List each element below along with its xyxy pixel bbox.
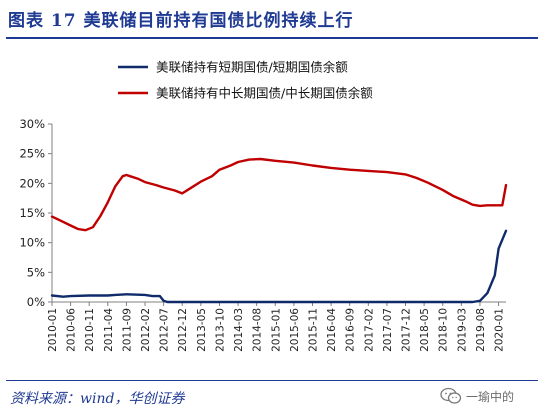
x-tick-label: 2018-10 [438,308,450,352]
x-tick-label: 2012-12 [177,308,189,352]
y-tick-label: 15% [19,206,45,220]
x-tick-label: 2012-02 [140,308,152,352]
figure-title: 图表 17 美联储目前持有国债比例持续上行 [8,11,354,31]
x-tick-label: 2019-08 [475,308,487,352]
x-tick-label: 2020-01 [494,308,506,352]
x-tick-label: 2011-04 [103,308,115,352]
y-tick-label: 20% [19,176,45,190]
x-tick-label: 2013-05 [196,308,208,352]
y-axis: 0% 5% 10% 15% 20% 25% 30% [19,117,53,309]
x-tick-label: 2011-09 [121,308,133,352]
x-tick-label: 2017-07 [382,308,394,352]
y-tick-label: 10% [19,236,45,250]
x-tick-label: 2010-11 [84,308,96,352]
y-tick-label: 5% [27,265,45,279]
x-tick-label: 2017-02 [363,308,375,352]
watermark: 一瑜中的 [440,386,514,406]
x-tick-label: 2010-01 [47,308,59,352]
watermark-text: 一瑜中的 [466,389,515,404]
x-tick-label: 2016-04 [326,308,338,352]
x-tick-label: 2018-05 [419,308,431,352]
series-layer [50,157,508,304]
x-tick-label: 2014-08 [252,308,264,352]
legend-label: 美联储持有短期国债/短期国债余额 [156,60,348,75]
x-tick-label: 2019-03 [456,308,468,352]
long-term-series-line [50,157,508,232]
x-tick-label: 2015-06 [289,308,301,352]
legend-label: 美联储持有中长期国债/中长期国债余额 [156,86,373,101]
x-tick-label: 2012-07 [159,308,171,352]
footer-rule [6,380,538,381]
wechat-icon [440,387,462,404]
source-note: 资料来源：wind，华创证券 [10,391,185,407]
x-tick-label: 2017-12 [401,308,413,352]
x-tick-label: 2015-01 [270,308,282,352]
y-tick-label: 30% [19,117,45,131]
x-axis: 2010-01 2010-06 2010-11 2011-04 2011-09 2012-… [47,301,506,352]
x-tick-label: 2015-11 [307,308,319,352]
x-tick-label: 2016-09 [345,308,357,352]
short-term-series-line [50,229,508,304]
x-tick-label: 2014-03 [233,308,245,352]
title-bar: 图表 17 美联储目前持有国债比例持续上行 [0,0,543,39]
x-tick-label: 2010-06 [66,308,78,352]
y-tick-label: 0% [27,295,45,309]
y-tick-label: 25% [19,147,45,161]
x-tick-label: 2013-10 [214,308,226,352]
title-rule [6,37,538,39]
